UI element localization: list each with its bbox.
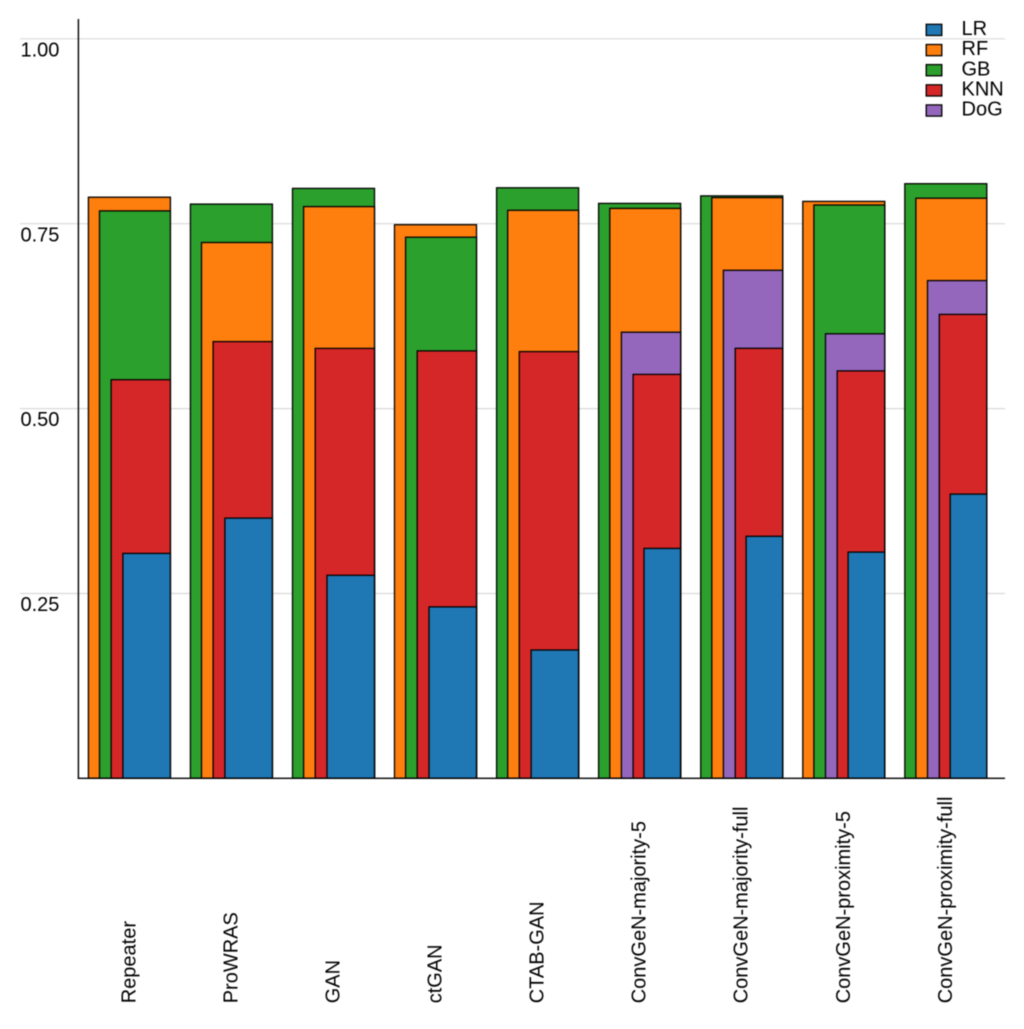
svg-text:ConvGeN-proximity-full: ConvGeN-proximity-full [935,797,957,1004]
svg-text:0.50: 0.50 [21,409,60,431]
svg-text:KNN: KNN [962,79,1004,101]
svg-text:0.25: 0.25 [21,594,60,616]
svg-text:ProWRAS: ProWRAS [220,912,242,1003]
svg-text:Repeater: Repeater [118,921,140,1004]
svg-text:0.75: 0.75 [21,224,60,246]
svg-text:ctGAN: ctGAN [425,944,447,1003]
svg-text:ConvGeN-proximity-5: ConvGeN-proximity-5 [833,811,855,1003]
svg-text:1.00: 1.00 [21,39,60,61]
svg-text:CTAB-GAN: CTAB-GAN [527,901,549,1003]
svg-text:RF: RF [962,38,989,60]
svg-text:LR: LR [962,18,988,40]
svg-text:ConvGeN-majority-full: ConvGeN-majority-full [731,807,753,1004]
svg-text:GB: GB [962,58,991,80]
svg-text:GAN: GAN [323,960,345,1003]
svg-text:DoG: DoG [962,99,1003,121]
svg-text:ConvGeN-majority-5: ConvGeN-majority-5 [629,821,651,1003]
